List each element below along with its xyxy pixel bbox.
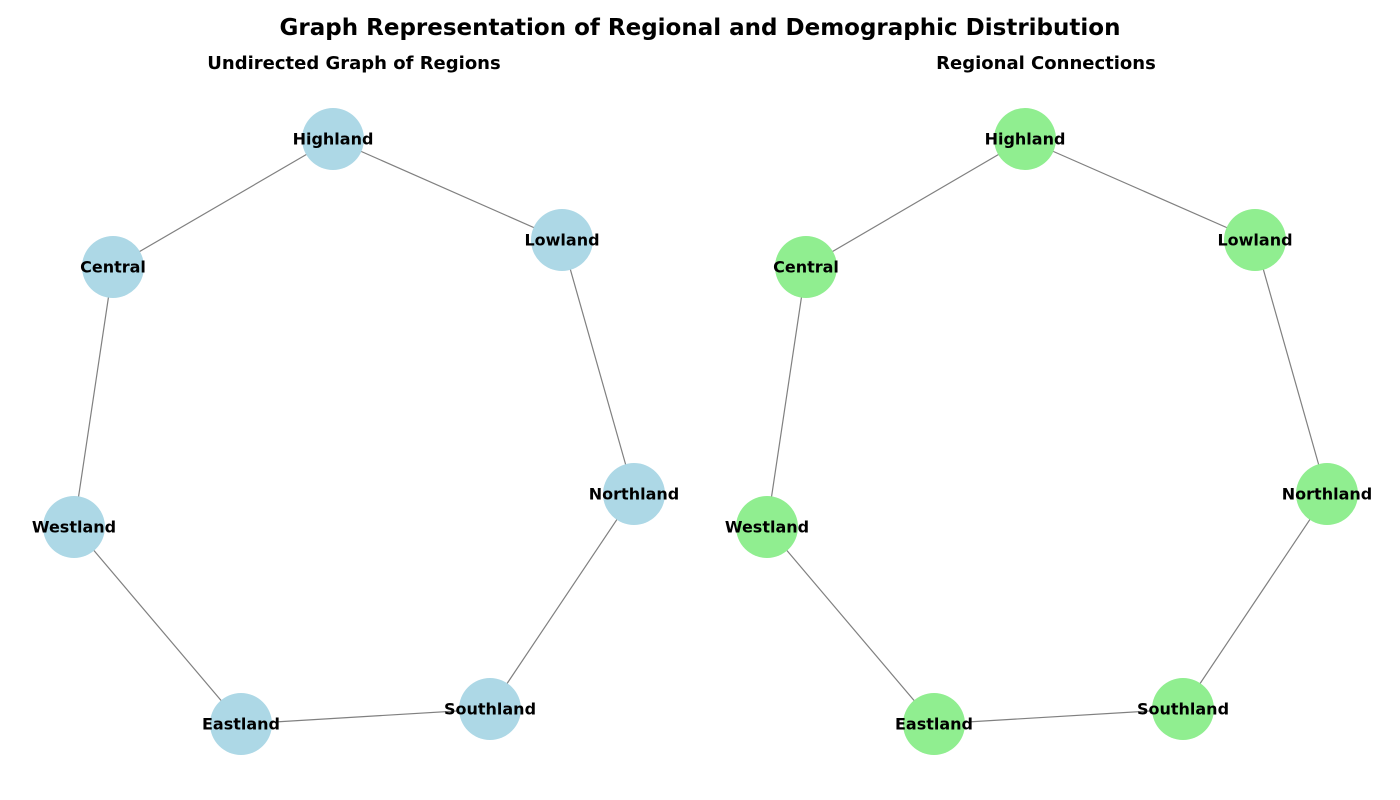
right-edge-lowland-northland <box>1254 239 1328 495</box>
left-edge-eastland-westland <box>73 526 242 725</box>
left-node-label-central: Central <box>80 258 146 277</box>
right-edge-southland-eastland <box>933 708 1184 725</box>
left-node-label-southland: Southland <box>444 700 536 719</box>
left-node-central <box>82 236 144 298</box>
right-node-eastland <box>903 693 965 755</box>
left-edge-northland-southland <box>489 493 635 710</box>
left-panel-title: Undirected Graph of Regions <box>207 53 500 74</box>
right-edge-eastland-westland <box>766 526 935 725</box>
left-node-eastland <box>210 693 272 755</box>
right-node-label-eastland: Eastland <box>895 715 973 734</box>
left-node-highland <box>302 108 364 170</box>
right-node-label-westland: Westland <box>725 518 809 537</box>
left-edge-central-highland <box>112 138 334 268</box>
right-edge-central-highland <box>805 138 1026 268</box>
right-node-label-southland: Southland <box>1137 700 1229 719</box>
figure-title: Graph Representation of Regional and Dem… <box>280 15 1121 41</box>
left-node-westland <box>43 496 105 558</box>
right-node-lowland <box>1224 209 1286 271</box>
right-nodes: Highland Lowland Northland Southland Eastlan… <box>725 108 1372 755</box>
left-node-northland <box>603 463 665 525</box>
left-graph-panel: Undirected Graph of Regions Highland Lowl… <box>32 53 679 755</box>
right-node-northland <box>1296 463 1358 525</box>
left-node-label-lowland: Lowland <box>524 231 599 250</box>
left-node-label-northland: Northland <box>589 485 679 504</box>
left-nodes: Highland Lowland Northland Southland Eastlan… <box>32 108 679 755</box>
right-node-westland <box>736 496 798 558</box>
right-edge-westland-central <box>766 266 807 528</box>
right-graph-panel: Regional Connections Highland Lowland Nort… <box>725 53 1372 755</box>
right-node-label-central: Central <box>773 258 839 277</box>
right-edges <box>766 138 1328 725</box>
left-node-label-eastland: Eastland <box>202 715 280 734</box>
left-edge-southland-eastland <box>240 708 491 725</box>
right-node-label-lowland: Lowland <box>1217 231 1292 250</box>
right-node-highland <box>994 108 1056 170</box>
left-edge-highland-lowland <box>332 138 563 241</box>
left-node-label-highland: Highland <box>293 130 374 149</box>
left-edge-lowland-northland <box>561 239 635 495</box>
left-edge-westland-central <box>73 266 114 528</box>
right-node-label-northland: Northland <box>1282 485 1372 504</box>
right-node-central <box>775 236 837 298</box>
right-panel-title: Regional Connections <box>936 53 1156 74</box>
right-node-label-highland: Highland <box>985 130 1066 149</box>
right-node-southland <box>1152 678 1214 740</box>
right-edge-northland-southland <box>1182 493 1328 710</box>
left-node-lowland <box>531 209 593 271</box>
left-node-label-westland: Westland <box>32 518 116 537</box>
right-edge-highland-lowland <box>1024 138 1256 241</box>
left-node-southland <box>459 678 521 740</box>
left-edges <box>73 138 635 725</box>
